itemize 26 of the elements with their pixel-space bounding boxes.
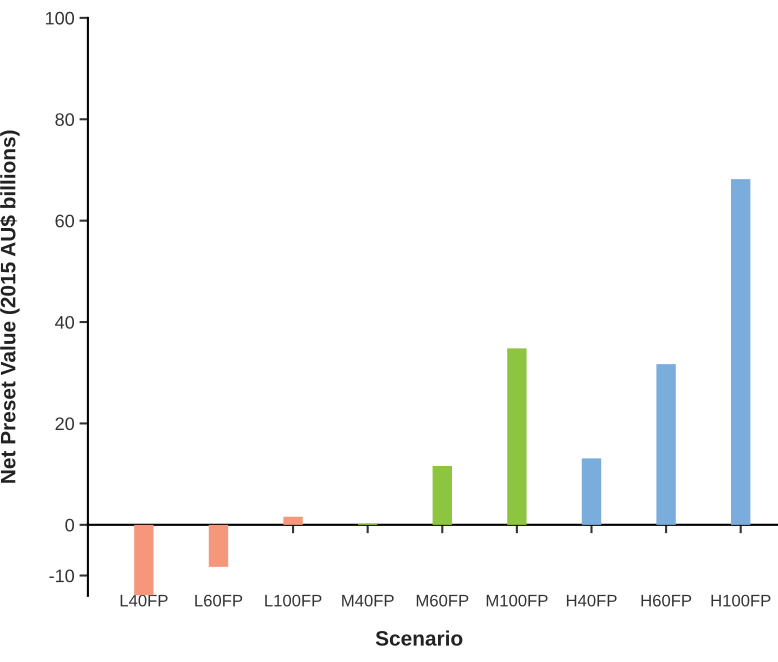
y-tick-label: -10 xyxy=(49,569,74,582)
bar xyxy=(656,364,676,525)
bar xyxy=(134,524,154,596)
bar xyxy=(208,524,228,567)
y-axis-title: Net Preset Value (2015 AU$ billions) xyxy=(0,130,20,483)
y-tick-label: 100 xyxy=(46,12,74,25)
x-tick-label: H60FP xyxy=(642,594,692,607)
x-tick-label: M100FP xyxy=(486,594,548,607)
x-tick-label: H40FP xyxy=(566,594,617,607)
x-tick-label: L100FP xyxy=(265,594,322,607)
x-tick-label: H100FP xyxy=(711,594,770,607)
y-tick-label: 80 xyxy=(55,113,74,126)
x-tick-label: M60FP xyxy=(416,594,468,607)
bar xyxy=(283,516,303,525)
bar xyxy=(432,466,452,525)
bar xyxy=(507,348,527,525)
y-tick-label: 20 xyxy=(56,417,74,430)
y-tick-label: 60 xyxy=(56,214,74,228)
x-tick-label: M40FP xyxy=(342,594,394,607)
y-tick-label: 0 xyxy=(65,518,74,532)
x-tick-label: L60FP xyxy=(195,594,242,607)
bar xyxy=(731,179,750,525)
x-axis-title: Scenario xyxy=(376,630,462,646)
y-tick-label: 40 xyxy=(55,316,74,329)
bar xyxy=(582,458,602,525)
x-tick-label: L40FP xyxy=(120,594,168,607)
